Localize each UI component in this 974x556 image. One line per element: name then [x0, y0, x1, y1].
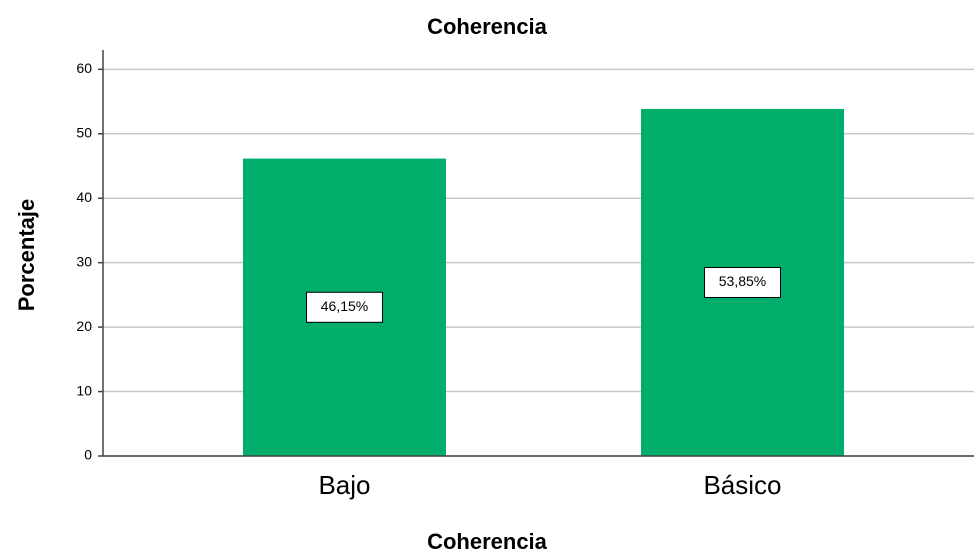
y-tick-label: 30	[76, 253, 92, 269]
y-tick-label: 50	[76, 124, 92, 140]
y-axis-label: Porcentaje	[14, 199, 39, 312]
y-tick-label: 0	[84, 447, 92, 463]
value-label: 46,15%	[321, 298, 368, 314]
chart-title: Coherencia	[427, 14, 548, 39]
y-tick-label: 40	[76, 189, 92, 205]
value-label-box	[704, 266, 781, 298]
x-axis-label: Coherencia	[427, 529, 548, 554]
y-tick-label: 60	[76, 60, 92, 76]
value-label: 53,85%	[719, 273, 766, 289]
x-tick-label: Bajo	[318, 470, 370, 500]
y-tick-label: 10	[76, 382, 92, 398]
x-tick-label: Básico	[703, 470, 781, 500]
y-tick-label: 20	[76, 318, 92, 334]
value-label-box	[306, 291, 383, 323]
